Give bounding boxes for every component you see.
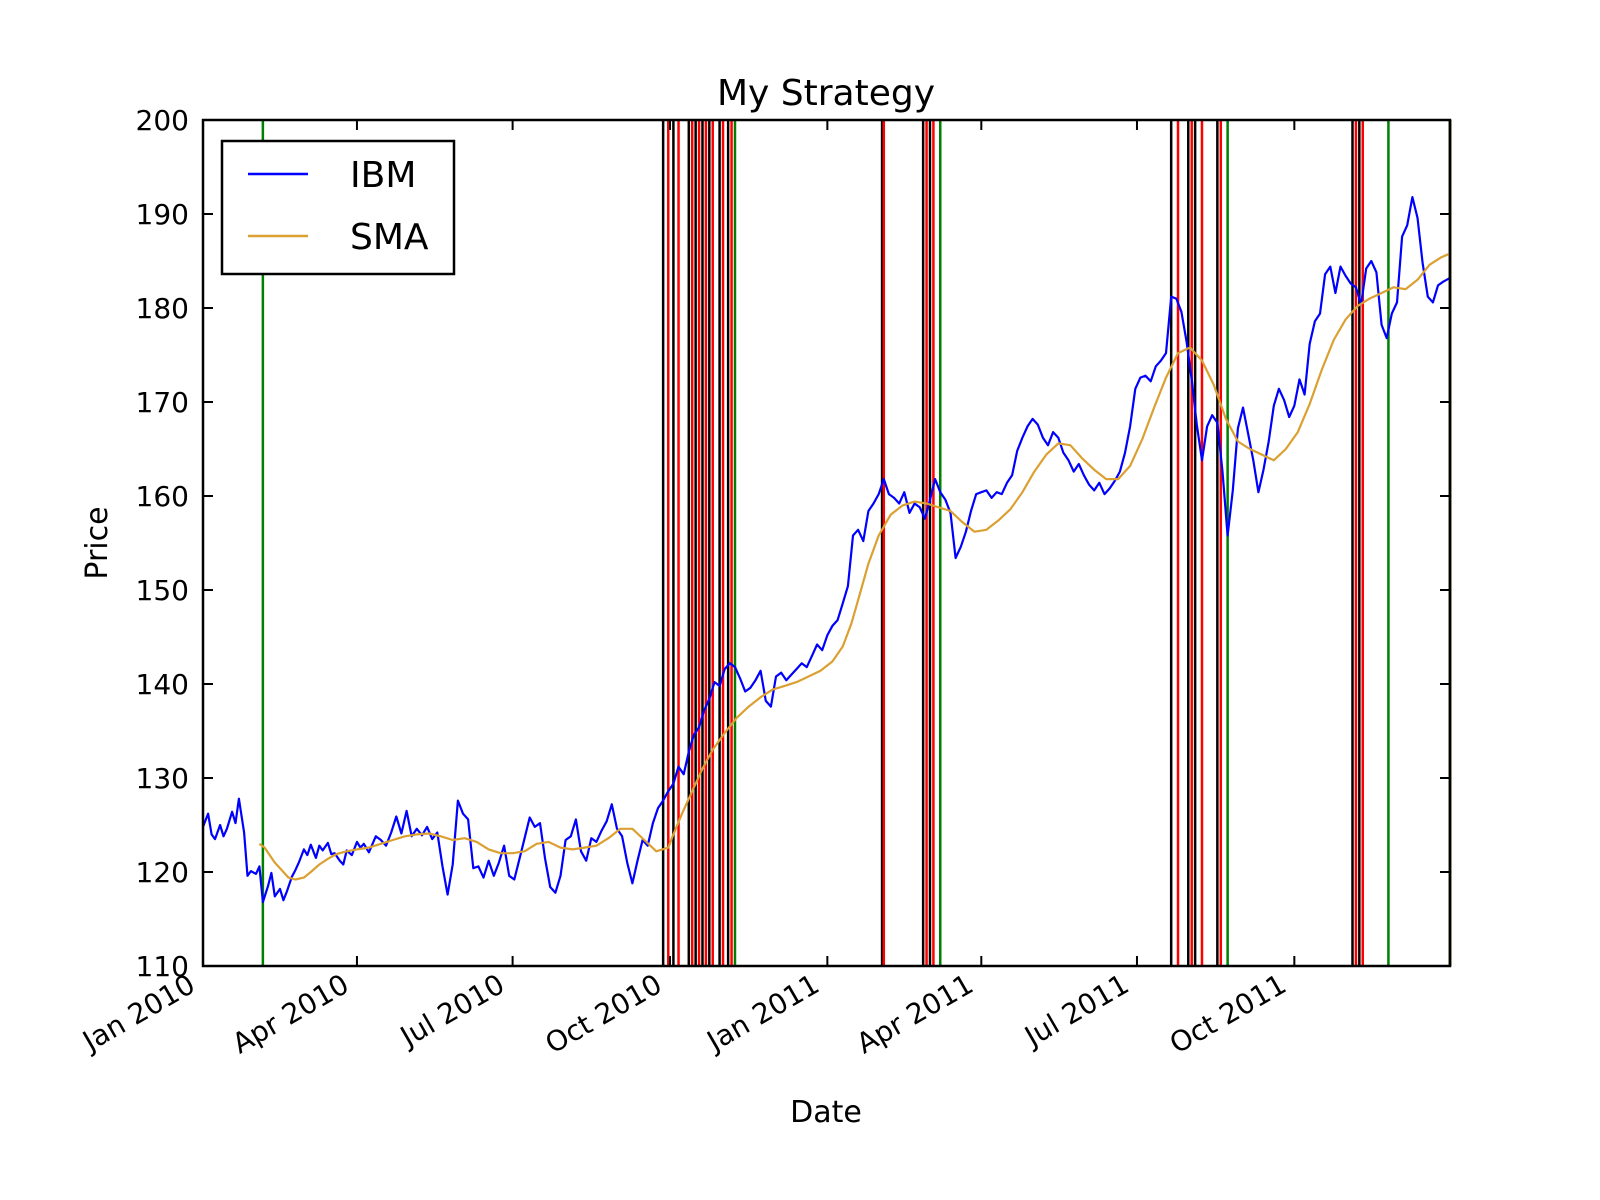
y-axis-label: Price [80,506,115,579]
y-tick-label-170: 170 [136,386,189,419]
y-tick-label-190: 190 [136,198,189,231]
y-tick-label-180: 180 [136,292,189,325]
series-line-sma [258,252,1451,881]
y-tick-label-200: 200 [136,104,189,137]
legend-box [220,139,456,276]
legend-ibm-label: IBM [350,155,416,196]
x-axis-label: Date [790,1095,862,1130]
legend: IBM SMA [220,139,456,276]
y-tick-label-130: 130 [136,762,189,795]
y-tick-label-160: 160 [136,480,189,513]
series-line-ibm [201,196,1451,904]
y-tick-label-120: 120 [136,856,189,889]
y-tick-label-110: 110 [136,950,189,983]
y-tick-label-140: 140 [136,668,189,701]
legend-sma-label: SMA [350,217,429,258]
chart-title: My Strategy [717,73,935,114]
y-tick-label-150: 150 [136,574,189,607]
price-series [201,196,1451,904]
